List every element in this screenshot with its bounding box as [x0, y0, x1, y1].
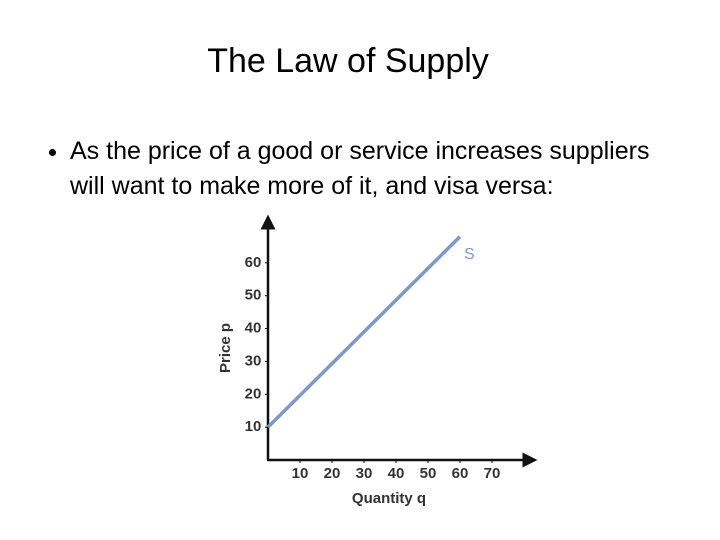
slide-title: The Law of Supply	[207, 42, 489, 80]
y-tick-label: 40	[245, 320, 262, 337]
x-tick-label: 70	[484, 465, 501, 482]
x-tick-label: 30	[356, 465, 373, 482]
supply-line	[266, 235, 462, 429]
x-tick-label: 60	[452, 465, 469, 482]
x-axis-label: Quantity q	[352, 490, 426, 507]
y-axis-label: Price p	[217, 323, 234, 373]
y-tick-label: 30	[245, 352, 262, 369]
series-label: S	[464, 246, 475, 263]
y-tick-label: 50	[245, 287, 262, 304]
y-tick-label: 60	[245, 254, 262, 271]
x-tick-label: 50	[420, 465, 437, 482]
bullet: As the price of a good or service increa…	[70, 134, 680, 204]
x-tick-label: 10	[292, 465, 309, 482]
x-tick-label: 40	[388, 465, 405, 482]
bullet-list: As the price of a good or service increa…	[38, 134, 680, 204]
x-tick-label: 20	[324, 465, 341, 482]
y-tick-label: 10	[245, 418, 262, 435]
y-tick-label: 20	[245, 385, 262, 402]
